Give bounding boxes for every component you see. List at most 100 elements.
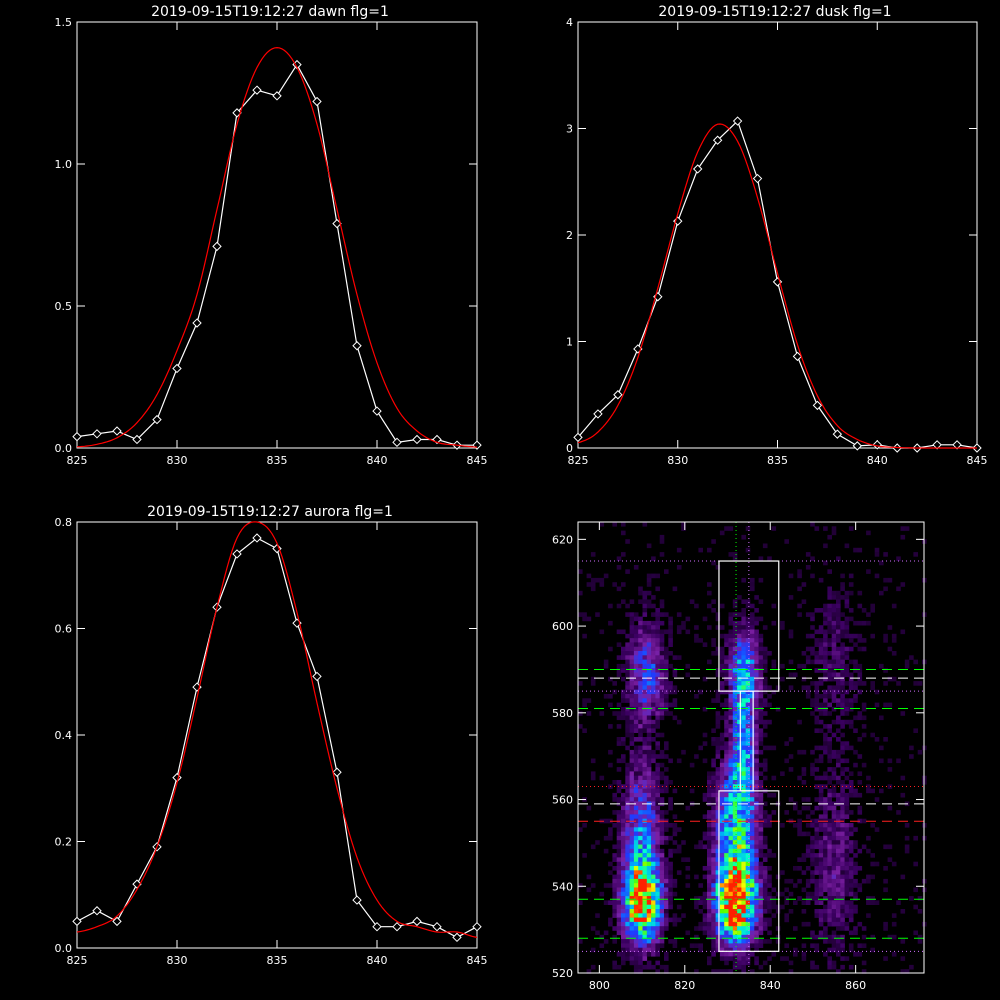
data-point: [232, 108, 242, 118]
data-point: [212, 241, 222, 252]
y-tick-label: 0.6: [55, 623, 73, 636]
fit-line: [76, 521, 478, 938]
data-point: [392, 437, 402, 448]
y-tick-label: 0.4: [55, 729, 73, 742]
data-point: [732, 116, 743, 126]
x-tick-label: 835: [267, 954, 288, 967]
y-tick-label: 2: [566, 229, 573, 242]
data-point: [272, 91, 282, 101]
data-point: [613, 390, 623, 400]
x-tick-label: 845: [467, 954, 488, 967]
x-tick-label: 845: [967, 454, 988, 467]
image-plot: 800 820 840 860 520 540 560 580 600 620: [552, 521, 927, 992]
data-point: [432, 921, 442, 932]
x-tick-label: 825: [67, 454, 88, 467]
data-point: [312, 671, 322, 682]
dawn-title: 2019-09-15T19:12:27 dawn flg=1: [151, 4, 389, 20]
data-point: [352, 895, 362, 905]
data-point: [252, 533, 262, 543]
data-point: [692, 164, 703, 174]
data-point: [312, 96, 322, 107]
data-point: [812, 400, 823, 411]
plot-frame: [577, 521, 925, 974]
y-tick-label: 1: [566, 336, 573, 349]
x-tick-label: 830: [167, 454, 188, 467]
aurora-title: 2019-09-15T19:12:27 aurora flg=1: [147, 504, 393, 520]
data-point: [172, 363, 182, 374]
data-point: [72, 916, 82, 927]
data-point: [72, 431, 82, 442]
region-box: [739, 690, 754, 792]
data-point: [952, 440, 962, 450]
x-tick-label: 840: [367, 954, 388, 967]
y-tick-label: 580: [552, 707, 573, 720]
data-point: [593, 409, 603, 419]
y-tick-label: 1.0: [55, 158, 73, 171]
y-tick-label: 540: [552, 880, 573, 893]
data-point: [573, 432, 583, 443]
y-tick-label: 560: [552, 794, 573, 807]
data-point: [232, 549, 242, 559]
data-point: [712, 135, 723, 145]
y-tick-label: 3: [566, 123, 573, 136]
y-tick-label: 520: [552, 967, 573, 980]
y-tick-label: 600: [552, 620, 573, 633]
y-tick-label: 0.5: [55, 300, 73, 313]
dusk-plot: 825 830 835 840 845 0 1 2 3 4: [566, 16, 988, 467]
x-tick-label: 820: [674, 979, 695, 992]
data-point: [472, 921, 482, 932]
heatmap-image: [578, 522, 927, 974]
fit-line: [577, 123, 977, 449]
x-tick-label: 830: [667, 454, 688, 467]
data-point: [932, 440, 942, 450]
data-point: [452, 932, 462, 943]
x-tick-label: 835: [267, 454, 288, 467]
data-point: [192, 318, 202, 328]
panel-dawn: 2019-09-15T19:12:27 dawn flg=1 825 830 835…: [55, 4, 488, 467]
y-tick-label: 1.5: [55, 16, 73, 29]
x-tick-label: 835: [767, 454, 788, 467]
data-point: [92, 429, 102, 439]
data-point: [752, 173, 763, 184]
data-point: [132, 434, 142, 445]
y-tick-label: 4: [566, 16, 573, 29]
x-tick-label: 830: [167, 954, 188, 967]
data-point: [372, 921, 382, 932]
dawn-plot: 825 830 835 840 845 0.0 0.5 1.0 1.5: [55, 16, 488, 467]
data-point: [112, 916, 122, 927]
data-point: [272, 543, 282, 554]
data-point: [332, 767, 342, 777]
x-tick-label: 825: [568, 454, 589, 467]
data-point: [112, 426, 122, 436]
data-point: [412, 434, 422, 445]
data-point: [412, 916, 422, 927]
x-tick-label: 840: [367, 454, 388, 467]
x-tick-label: 825: [67, 954, 88, 967]
dusk-title: 2019-09-15T19:12:27 dusk flg=1: [658, 4, 891, 20]
x-tick-label: 845: [467, 454, 488, 467]
x-tick-label: 860: [845, 979, 866, 992]
aurora-plot: 825 830 835 840 845 0.0 0.2 0.4 0.6 0.8: [55, 516, 488, 967]
panel-aurora: 2019-09-15T19:12:27 aurora flg=1 825 830 8…: [55, 504, 488, 967]
data-point: [152, 414, 162, 425]
y-tick-label: 0.8: [55, 516, 73, 529]
x-tick-label: 840: [867, 454, 888, 467]
x-tick-label: 800: [589, 979, 610, 992]
y-tick-label: 0.2: [55, 836, 73, 849]
panel-dusk: 2019-09-15T19:12:27 dusk flg=1 825 830 835…: [566, 4, 988, 467]
data-point: [372, 406, 382, 416]
data-point: [252, 85, 262, 95]
data-point: [392, 921, 402, 932]
data-point: [832, 429, 843, 439]
y-tick-label: 0.0: [55, 942, 73, 955]
x-tick-label: 840: [760, 979, 781, 992]
y-tick-label: 0.0: [55, 442, 73, 455]
data-point: [792, 351, 803, 362]
y-tick-label: 620: [552, 533, 573, 546]
panel-image: 800 820 840 860 520 540 560 580 600 620: [552, 521, 927, 992]
fit-line: [76, 46, 478, 448]
data-point: [852, 441, 863, 451]
y-tick-label: 0: [566, 442, 573, 455]
data-point: [352, 341, 362, 351]
